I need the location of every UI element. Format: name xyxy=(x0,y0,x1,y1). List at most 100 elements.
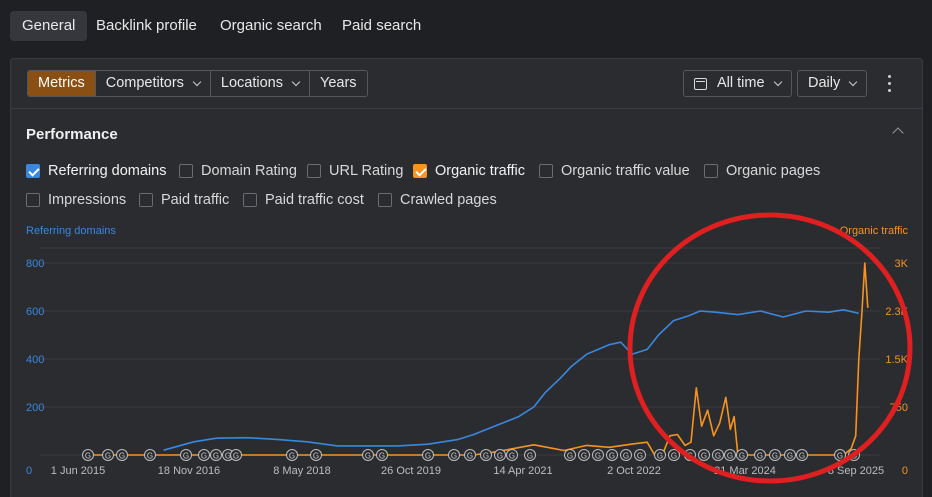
google-update-marker-label: G xyxy=(772,452,778,461)
view-segment-control: Metrics Competitors Locations Years xyxy=(27,70,368,97)
google-update-marker-label: G xyxy=(119,452,125,461)
checkbox-label: Paid traffic cost xyxy=(265,192,364,208)
checkbox-label: Organic pages xyxy=(726,163,821,179)
x-tick-label: 14 Apr 2021 xyxy=(493,465,552,477)
checkbox-domain-rating[interactable]: Domain Rating xyxy=(179,162,297,180)
checkbox-organic-traffic-value[interactable]: Organic traffic value xyxy=(539,162,690,180)
checkbox-impressions[interactable]: Impressions xyxy=(26,191,126,209)
report-tabs: General Backlink profile Organic search … xyxy=(0,0,932,56)
checkbox-label: Crawled pages xyxy=(400,192,497,208)
left-axis-title: Referring domains xyxy=(26,225,116,237)
google-update-marker-label: G xyxy=(147,452,153,461)
x-tick-label: 8 May 2018 xyxy=(273,465,330,477)
google-update-marker-label: G xyxy=(799,452,805,461)
google-update-marker xyxy=(654,449,666,461)
google-update-marker-label: G xyxy=(671,452,677,461)
google-update-marker xyxy=(480,449,492,461)
years-label: Years xyxy=(319,75,357,91)
google-update-marker xyxy=(564,449,576,461)
left-tick-label: 400 xyxy=(26,354,44,366)
section-title: Performance xyxy=(26,126,118,143)
tab-backlink-profile[interactable]: Backlink profile xyxy=(96,17,197,34)
google-update-marker-label: G xyxy=(225,452,231,461)
checkbox-label: Impressions xyxy=(48,192,127,208)
google-update-marker-label: G xyxy=(637,452,643,461)
google-update-marker-label: G xyxy=(105,452,111,461)
google-update-marker xyxy=(376,449,388,461)
checkbox-label: Organic traffic xyxy=(435,163,525,179)
date-range-dropdown[interactable]: All time xyxy=(683,70,792,97)
checkbox-crawled-pages[interactable]: Crawled pages xyxy=(378,191,497,209)
google-update-marker xyxy=(448,449,460,461)
tab-general[interactable]: General xyxy=(10,11,88,41)
google-update-marker xyxy=(754,449,766,461)
checkbox-paid-traffic-cost[interactable]: Paid traffic cost xyxy=(243,191,364,209)
tab-organic-search[interactable]: Organic search xyxy=(220,17,322,34)
google-update-marker-label: G xyxy=(497,452,503,461)
google-update-marker-label: G xyxy=(609,452,615,461)
checkbox-label: Paid traffic xyxy=(161,192,230,208)
interval-dropdown[interactable]: Daily xyxy=(797,70,868,97)
google-update-marker-label: G xyxy=(739,452,745,461)
x-tick-label: 8 Sep 2025 xyxy=(828,465,884,477)
google-update-marker-label: G xyxy=(581,452,587,461)
google-update-marker xyxy=(784,449,796,461)
competitors-dropdown[interactable]: Competitors xyxy=(95,71,211,96)
checkbox-referring-domains[interactable]: Referring domains xyxy=(26,162,166,180)
google-update-marker xyxy=(736,449,748,461)
google-update-marker xyxy=(210,449,222,461)
left-tick-label: 200 xyxy=(26,402,44,414)
organic-traffic-line xyxy=(82,262,869,456)
google-update-marker-label: G xyxy=(701,452,707,461)
right-tick-label: 1.5K xyxy=(885,354,908,366)
google-update-marker xyxy=(712,449,724,461)
google-update-marker-label: G xyxy=(85,452,91,461)
locations-dropdown[interactable]: Locations xyxy=(210,71,310,96)
date-range-label: All time xyxy=(717,75,765,91)
google-update-marker xyxy=(668,449,680,461)
checkbox-organic-pages[interactable]: Organic pages xyxy=(704,162,820,180)
google-update-marker xyxy=(592,449,604,461)
years-button[interactable]: Years xyxy=(309,71,367,96)
google-update-marker xyxy=(506,449,518,461)
google-update-marker-label: G xyxy=(657,452,663,461)
google-update-marker xyxy=(102,449,114,461)
checkbox-label: Organic traffic value xyxy=(561,163,690,179)
x-tick-label: 1 Jun 2015 xyxy=(51,465,105,477)
checkbox-label: URL Rating xyxy=(329,163,404,179)
google-update-marker-label: G xyxy=(727,452,733,461)
google-update-marker-label: G xyxy=(425,452,431,461)
google-update-marker xyxy=(769,449,781,461)
google-update-marker-label: G xyxy=(715,452,721,461)
google-update-marker-label: G xyxy=(365,452,371,461)
google-update-marker-label: G xyxy=(757,452,763,461)
panel-toolbar: Metrics Competitors Locations Years All … xyxy=(11,59,922,109)
x-tick-label: 2 Oct 2022 xyxy=(607,465,661,477)
interval-label: Daily xyxy=(808,75,841,91)
checkbox-url-rating[interactable]: URL Rating xyxy=(307,162,403,180)
google-update-marker-label: G xyxy=(595,452,601,461)
google-update-marker-label: G xyxy=(787,452,793,461)
locations-label: Locations xyxy=(220,75,283,91)
tab-paid-search[interactable]: Paid search xyxy=(342,17,422,34)
checkbox-organic-traffic[interactable]: Organic traffic xyxy=(413,162,525,180)
google-update-marker xyxy=(286,449,298,461)
competitors-label: Competitors xyxy=(105,75,184,91)
google-update-marker xyxy=(606,449,618,461)
metrics-button[interactable]: Metrics xyxy=(28,71,96,96)
checkbox-paid-traffic[interactable]: Paid traffic xyxy=(139,191,229,209)
google-update-marker-label: G xyxy=(527,452,533,461)
google-update-marker-label: G xyxy=(509,452,515,461)
kebab-icon[interactable] xyxy=(885,75,895,93)
google-update-marker xyxy=(180,449,192,461)
google-update-marker xyxy=(796,449,808,461)
google-update-marker xyxy=(620,449,632,461)
google-update-marker xyxy=(230,449,242,461)
google-update-marker-label: G xyxy=(623,452,629,461)
x-tick-label: 18 Nov 2016 xyxy=(158,465,220,477)
referring-domains-line xyxy=(163,309,859,451)
google-update-marker-label: G xyxy=(313,452,319,461)
google-update-marker xyxy=(144,449,156,461)
google-update-marker xyxy=(310,449,322,461)
google-update-marker xyxy=(634,449,646,461)
